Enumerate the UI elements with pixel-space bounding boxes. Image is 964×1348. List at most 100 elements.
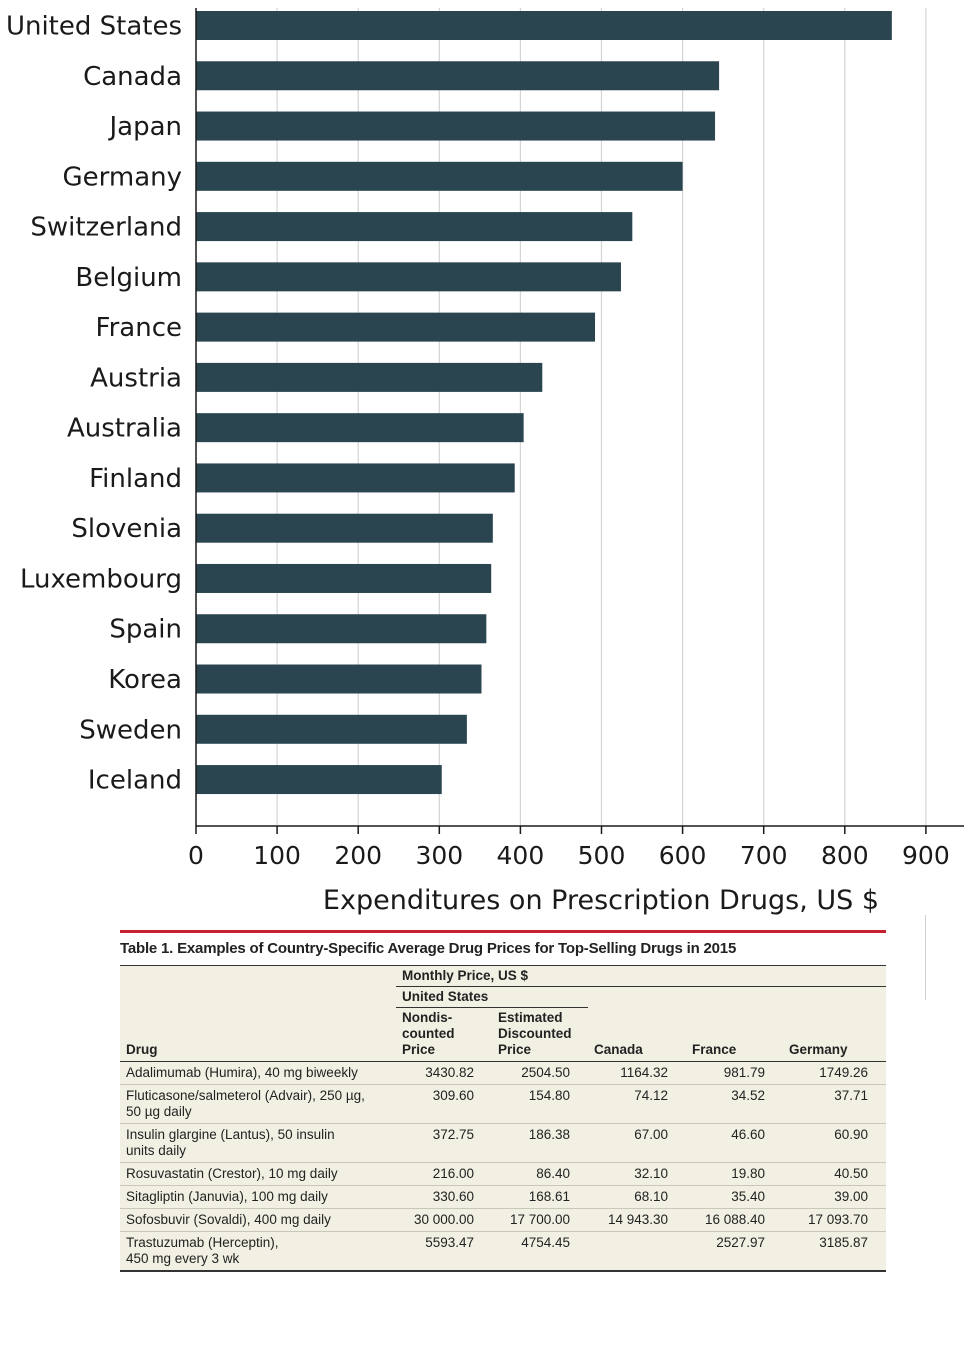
cell-us-nondiscounted: 30 000.00 [396, 1208, 492, 1232]
cell-us-discounted: 168.61 [492, 1185, 588, 1209]
cell-france: 981.79 [686, 1061, 783, 1085]
table-row: Adalimumab (Humira), 40 mg biweekly 3430.… [120, 1061, 886, 1085]
cell-canada: 32.10 [588, 1162, 686, 1186]
bar [196, 362, 543, 392]
cell-canada: 74.12 [588, 1084, 686, 1124]
x-tick-label: 900 [902, 841, 950, 870]
cell-france: 2527.97 [686, 1231, 783, 1272]
header-discounted: Estimated Discounted Price [492, 1007, 588, 1062]
bar [196, 614, 487, 644]
gridlines [276, 8, 927, 826]
category-label: United States [6, 12, 182, 42]
category-label: Japan [107, 112, 182, 142]
cell-canada: 68.10 [588, 1185, 686, 1209]
cell-germany: 39.00 [783, 1185, 886, 1209]
header-france: France [686, 1007, 783, 1062]
bar [196, 413, 524, 443]
bar [196, 513, 493, 543]
header-row-2: United States [120, 986, 886, 1008]
x-tick-label: 800 [821, 841, 869, 870]
divider-line [925, 915, 926, 1000]
header-row-1: Monthly Price, US $ [120, 966, 886, 987]
cell-france: 46.60 [686, 1123, 783, 1163]
category-label: Canada [83, 62, 182, 92]
header-drug: Drug [120, 1007, 396, 1062]
x-tick-label: 200 [334, 841, 382, 870]
x-tick-label: 0 [188, 841, 204, 870]
cell-drug: Rosuvastatin (Crestor), 10 mg daily [120, 1162, 396, 1186]
category-labels: United States Canada Japan Germany Switzerla… [6, 12, 182, 796]
cell-germany: 1749.26 [783, 1061, 886, 1085]
x-tick-label: 100 [253, 841, 301, 870]
cell-germany: 40.50 [783, 1162, 886, 1186]
bar [196, 11, 892, 40]
x-tick-label: 300 [415, 841, 463, 870]
x-axis: 0 100 200 300 400 500 600 700 800 900 [188, 8, 964, 870]
category-label: Iceland [88, 766, 182, 796]
cell-france: 34.52 [686, 1084, 783, 1124]
bars [196, 11, 892, 795]
cell-drug: Sofosbuvir (Sovaldi), 400 mg daily [120, 1208, 396, 1232]
bar [196, 463, 515, 493]
cell-us-nondiscounted: 330.60 [396, 1185, 492, 1209]
bar [196, 61, 720, 91]
cell-us-discounted: 17 700.00 [492, 1208, 588, 1232]
cell-canada: 14 943.30 [588, 1208, 686, 1232]
category-label: Austria [90, 363, 182, 393]
bar [196, 563, 492, 593]
bar [196, 765, 442, 795]
cell-france: 35.40 [686, 1185, 783, 1209]
table-title: Table 1. Examples of Country-Specific Av… [120, 933, 886, 966]
category-label: Spain [109, 615, 182, 645]
cell-canada [588, 1231, 686, 1272]
cell-us-nondiscounted: 309.60 [396, 1084, 492, 1124]
x-tick-label: 500 [578, 841, 626, 870]
table-row: Fluticasone/salmeterol (Advair), 250 µg,… [120, 1084, 886, 1124]
bar [196, 714, 467, 744]
header-germany: Germany [783, 1007, 886, 1062]
drug-price-table: Monthly Price, US $ United States Drug N… [120, 966, 886, 1272]
cell-drug: Fluticasone/salmeterol (Advair), 250 µg,… [120, 1084, 396, 1124]
bar [196, 212, 633, 242]
cell-us-nondiscounted: 5593.47 [396, 1231, 492, 1272]
cell-us-discounted: 4754.45 [492, 1231, 588, 1272]
cell-us-discounted: 186.38 [492, 1123, 588, 1163]
table-row: Trastuzumab (Herceptin), 450 mg every 3 w… [120, 1231, 886, 1272]
table-accent-rule [120, 930, 886, 933]
cell-france: 16 088.40 [686, 1208, 783, 1232]
cell-drug: Trastuzumab (Herceptin), 450 mg every 3 w… [120, 1231, 396, 1272]
x-axis-title: Expenditures on Prescription Drugs, US $ [323, 885, 879, 916]
category-label: Switzerland [30, 213, 182, 243]
cell-us-discounted: 86.40 [492, 1162, 588, 1186]
x-tick-label: 600 [659, 841, 707, 870]
cell-us-discounted: 2504.50 [492, 1061, 588, 1085]
cell-drug: Sitagliptin (Januvia), 100 mg daily [120, 1185, 396, 1209]
bar [196, 111, 716, 141]
bar [196, 664, 482, 694]
header-canada: Canada [588, 1007, 686, 1062]
cell-canada: 1164.32 [588, 1061, 686, 1085]
cell-france: 19.80 [686, 1162, 783, 1186]
category-label: Belgium [75, 263, 182, 293]
header-united-states: United States [396, 986, 588, 1008]
table-body: Adalimumab (Humira), 40 mg biweekly 3430.… [120, 1061, 886, 1272]
x-tick-label: 700 [740, 841, 788, 870]
category-label: Korea [108, 665, 182, 695]
category-label: France [96, 313, 182, 343]
cell-drug: Adalimumab (Humira), 40 mg biweekly [120, 1061, 396, 1085]
category-label: Germany [62, 162, 182, 192]
cell-germany: 17 093.70 [783, 1208, 886, 1232]
table-row: Sitagliptin (Januvia), 100 mg daily 330.6… [120, 1185, 886, 1209]
cell-drug: Insulin glargine (Lantus), 50 insulin uni… [120, 1123, 396, 1163]
table-row: Insulin glargine (Lantus), 50 insulin uni… [120, 1123, 886, 1163]
cell-us-nondiscounted: 372.75 [396, 1123, 492, 1163]
bar [196, 161, 683, 191]
cell-germany: 3185.87 [783, 1231, 886, 1272]
category-label: Australia [67, 414, 182, 444]
cell-germany: 60.90 [783, 1123, 886, 1163]
cell-us-nondiscounted: 3430.82 [396, 1061, 492, 1085]
bar-chart: United States Canada Japan Germany Switzerla… [6, 8, 964, 916]
x-tick-label: 400 [497, 841, 545, 870]
header-nondiscounted: Nondis- counted Price [396, 1007, 492, 1062]
header-row-3: Drug Nondis- counted Price Estimated Dis… [120, 1007, 886, 1062]
